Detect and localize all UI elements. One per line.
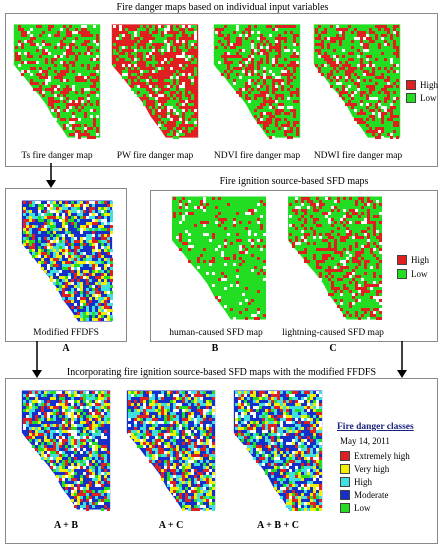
arrow-a-to-combined: [32, 341, 42, 378]
ts-map-caption: Ts fire danger map: [21, 151, 93, 161]
individual-variables-title: Fire danger maps based on individual inp…: [116, 2, 329, 13]
top-legend-low-label: Low: [420, 93, 437, 103]
ndvi-fire-danger-map: [213, 24, 301, 139]
combined-map-a-b-c: [233, 390, 323, 511]
legend-date: May 14, 2011: [340, 436, 390, 446]
class-high: High: [340, 477, 372, 487]
extremely-high-swatch: [340, 451, 350, 461]
low-class-swatch: [340, 503, 350, 513]
label-a: A: [62, 343, 70, 354]
top-legend-high: High: [406, 80, 438, 90]
very-high-swatch: [340, 464, 350, 474]
low-swatch: [406, 93, 416, 103]
class-high-label: High: [354, 477, 372, 487]
class-extremely-high: Extremely high: [340, 451, 410, 461]
label-a-plus-b-plus-c: A + B + C: [257, 520, 299, 531]
class-very-high-label: Very high: [354, 464, 390, 474]
arrow-c-to-combined: [397, 341, 407, 378]
arrow-to-modified: [46, 163, 56, 188]
human-sfd-caption: human-caused SFD map: [169, 328, 263, 338]
lightning-caused-sfd-map: [287, 196, 383, 320]
sfd-legend-low-label: Low: [411, 269, 428, 279]
modified-ffdfs-map: [21, 200, 113, 322]
moderate-swatch: [340, 490, 350, 500]
label-c: C: [329, 343, 337, 354]
high-swatch: [397, 255, 407, 265]
combined-map-a-b: [21, 390, 111, 511]
class-moderate-label: Moderate: [354, 490, 389, 500]
ts-fire-danger-map: [13, 24, 101, 139]
class-low: Low: [340, 503, 371, 513]
combined-maps-title: Incorporating fire ignition source-based…: [66, 367, 377, 378]
high-class-swatch: [340, 477, 350, 487]
class-extremely-high-label: Extremely high: [354, 451, 410, 461]
ndwi-map-caption: NDWI fire danger map: [313, 151, 403, 161]
sfd-legend-high: High: [397, 255, 429, 265]
combined-map-a-c: [126, 390, 216, 511]
sfd-legend-high-label: High: [411, 255, 429, 265]
sfd-maps-title: Fire ignition source-based SFD maps: [219, 176, 369, 187]
high-swatch: [406, 80, 416, 90]
sfd-legend-low: Low: [397, 269, 428, 279]
class-low-label: Low: [354, 503, 371, 513]
top-legend-high-label: High: [420, 80, 438, 90]
label-a-plus-b: A + B: [53, 520, 79, 531]
top-legend-low: Low: [406, 93, 437, 103]
class-very-high: Very high: [340, 464, 389, 474]
ndwi-fire-danger-map: [313, 24, 401, 139]
pw-fire-danger-map: [111, 24, 199, 139]
pw-map-caption: PW fire danger map: [116, 151, 194, 161]
fire-danger-classes-title: Fire danger classes: [337, 422, 414, 432]
label-b: B: [211, 343, 219, 354]
label-a-plus-c: A + C: [158, 520, 184, 531]
low-swatch: [397, 269, 407, 279]
modified-ffdfs-caption: Modified FFDFS: [33, 328, 99, 338]
human-caused-sfd-map: [171, 196, 267, 320]
class-moderate: Moderate: [340, 490, 388, 500]
ndvi-map-caption: NDVI fire danger map: [213, 151, 301, 161]
lightning-sfd-caption: lightning-caused SFD map: [282, 328, 384, 338]
